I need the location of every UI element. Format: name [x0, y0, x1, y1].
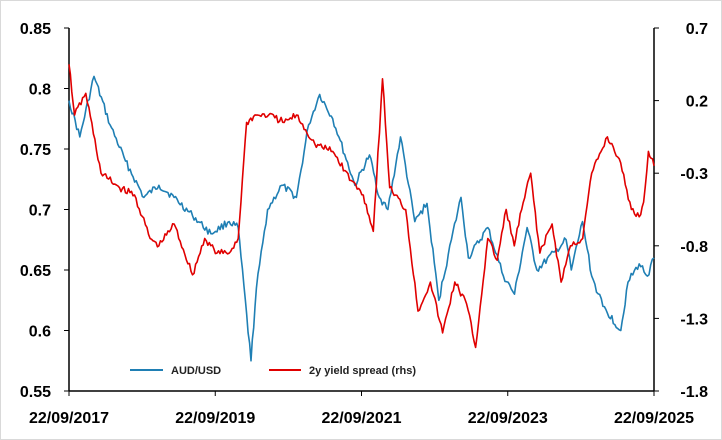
- left-tick-label: 0.55: [20, 384, 51, 401]
- series-lines: [68, 64, 655, 362]
- left-tick-label: 0.65: [20, 263, 51, 280]
- chart-legend: AUD/USD 2y yield spread (rhs): [130, 365, 416, 377]
- x-tick-label: 22/09/2023: [468, 410, 548, 427]
- right-tick-label: -1.3: [680, 311, 708, 328]
- x-tick-label: 22/09/2019: [175, 410, 255, 427]
- left-tick-label: 0.7: [29, 203, 51, 220]
- series-line-2y-yield-spread: [68, 64, 655, 349]
- x-tick-label: 22/09/2017: [29, 410, 109, 427]
- axes: [64, 27, 659, 396]
- right-tick-label: 0.7: [686, 21, 708, 38]
- right-tick-label: -0.8: [680, 239, 708, 256]
- tick-labels: 0.55 0.6 0.65 0.7 0.75 0.8 0.85 -1.8 -1.3 -0.8 -0.…: [20, 21, 708, 427]
- right-tick-label: -0.3: [680, 166, 708, 183]
- left-tick-label: 0.6: [29, 324, 51, 341]
- left-tick-label: 0.75: [20, 142, 51, 159]
- x-tick-label: 22/09/2025: [614, 410, 694, 427]
- right-tick-label: 0.2: [686, 94, 708, 111]
- right-tick-label: -1.8: [680, 384, 708, 401]
- series-line-aud-usd: [68, 75, 655, 362]
- left-tick-label: 0.85: [20, 21, 51, 38]
- left-tick-label: 0.8: [29, 82, 51, 99]
- legend-label-aud-usd: AUD/USD: [171, 365, 221, 377]
- x-tick-label: 22/09/2021: [321, 410, 401, 427]
- legend-label-2y-yield-spread: 2y yield spread (rhs): [309, 365, 416, 377]
